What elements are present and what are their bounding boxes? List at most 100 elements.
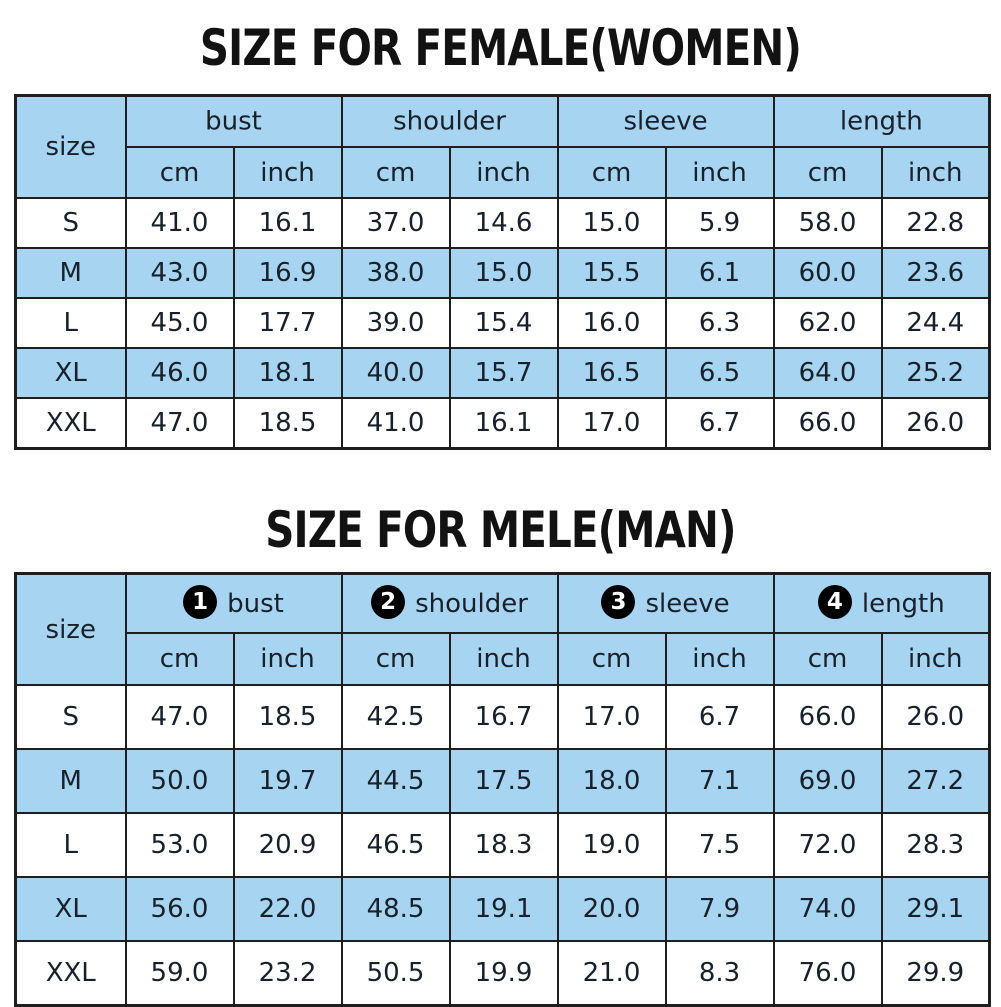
table-row: S 47.0 18.5 42.5 16.7 17.0 6.7 66.0 26.0 [14,684,991,750]
measure-value-cell: 19.1 [448,876,559,942]
table-row: XL 56.0 22.0 48.5 19.1 20.0 7.9 74.0 29.1 [14,876,991,942]
unit-header-inch: inch [880,146,991,199]
measure-value-cell: 6.5 [664,347,775,399]
measure-value-cell: 6.7 [664,684,775,750]
size-cell: XL [14,347,127,399]
table-row: XL 46.0 18.1 40.0 15.7 16.5 6.5 64.0 25.2 [14,347,991,399]
number-badge-icon: 3 [601,584,636,619]
unit-header-inch: inch [232,146,343,199]
number-badge-icon: 2 [371,584,406,619]
measure-value-cell: 64.0 [772,347,883,399]
measure-value-cell: 60.0 [772,247,883,299]
measure-value-cell: 47.0 [124,684,235,750]
measure-value-cell: 19.9 [448,940,559,1007]
column-header-label: shoulder [393,106,506,137]
measure-value-cell: 39.0 [340,297,451,349]
measure-value-cell: 8.3 [664,940,775,1007]
male-size-section: SIZE FOR MELE(MAN) size 1 bust 2 shoulder 3 sl… [0,501,1001,1007]
measure-value-cell: 17.5 [448,748,559,814]
shoulder-column-header: shoulder [340,94,559,148]
measure-value-cell: 15.7 [448,347,559,399]
unit-header-cm: cm [772,632,883,686]
bust-column-header: bust [124,94,343,148]
measure-value-cell: 18.0 [556,748,667,814]
measure-value-cell: 29.1 [880,876,991,942]
measure-value-cell: 14.6 [448,197,559,249]
measure-value-cell: 22.8 [880,197,991,249]
unit-header-cm: cm [556,632,667,686]
measure-value-cell: 7.9 [664,876,775,942]
measure-value-cell: 7.5 [664,812,775,878]
unit-header-inch: inch [448,632,559,686]
measure-value-cell: 6.1 [664,247,775,299]
table-row: S 41.0 16.1 37.0 14.6 15.0 5.9 58.0 22.8 [14,197,991,249]
table-row: L 45.0 17.7 39.0 15.4 16.0 6.3 62.0 24.4 [14,297,991,349]
measure-value-cell: 41.0 [340,397,451,450]
measure-value-cell: 16.1 [232,197,343,249]
size-cell: L [14,812,127,878]
size-cell: XXL [14,397,127,450]
measure-value-cell: 18.3 [448,812,559,878]
column-header-label: sleeve [645,588,730,619]
table-row: M 50.0 19.7 44.5 17.5 18.0 7.1 69.0 27.2 [14,748,991,814]
measure-value-cell: 17.0 [556,684,667,750]
size-cell: M [14,247,127,299]
measure-value-cell: 16.1 [448,397,559,450]
measure-value-cell: 19.7 [232,748,343,814]
measure-value-cell: 15.5 [556,247,667,299]
size-column-header: size [14,572,127,686]
measure-value-cell: 56.0 [124,876,235,942]
bust-column-header: 1 bust [124,572,343,634]
measure-value-cell: 50.5 [340,940,451,1007]
measure-value-cell: 22.0 [232,876,343,942]
measure-value-cell: 46.0 [124,347,235,399]
measure-value-cell: 18.1 [232,347,343,399]
measure-value-cell: 59.0 [124,940,235,1007]
number-badge-icon: 1 [183,584,218,619]
table-row: XXL 59.0 23.2 50.5 19.9 21.0 8.3 76.0 29.9 [14,940,991,1007]
measure-value-cell: 62.0 [772,297,883,349]
unit-header-cm: cm [556,146,667,199]
size-cell: XL [14,876,127,942]
column-header-label: length [839,106,923,137]
measure-value-cell: 16.5 [556,347,667,399]
measure-value-cell: 40.0 [340,347,451,399]
column-header-label: shoulder [415,588,528,619]
measure-value-cell: 66.0 [772,397,883,450]
measure-value-cell: 21.0 [556,940,667,1007]
unit-header-cm: cm [772,146,883,199]
measure-value-cell: 7.1 [664,748,775,814]
female-table-body: S 41.0 16.1 37.0 14.6 15.0 5.9 58.0 22.8 M 43.0 16.… [14,197,991,450]
measure-value-cell: 66.0 [772,684,883,750]
size-cell: XXL [14,940,127,1007]
measure-value-cell: 15.0 [556,197,667,249]
measure-value-cell: 48.5 [340,876,451,942]
male-size-table: size 1 bust 2 shoulder 3 sleeve 4 length cm inch cm… [14,572,992,1007]
measure-value-cell: 28.3 [880,812,991,878]
measure-value-cell: 6.3 [664,297,775,349]
length-column-header: length [772,94,991,148]
measure-value-cell: 38.0 [340,247,451,299]
size-cell: S [14,197,127,249]
male-chart-title-text: SIZE FOR MELE(MAN) [265,501,736,560]
table-row: XXL 47.0 18.5 41.0 16.1 17.0 6.7 66.0 26.0 [14,397,991,450]
measure-value-cell: 50.0 [124,748,235,814]
unit-header-inch: inch [664,632,775,686]
male-table-body: S 47.0 18.5 42.5 16.7 17.0 6.7 66.0 26.0 M 50.0 19.… [14,684,991,1007]
measure-value-cell: 29.9 [880,940,991,1007]
measure-value-cell: 5.9 [664,197,775,249]
unit-header-cm: cm [340,146,451,199]
measure-value-cell: 23.6 [880,247,991,299]
measure-value-cell: 6.7 [664,397,775,450]
measure-value-cell: 72.0 [772,812,883,878]
measure-value-cell: 26.0 [880,397,991,450]
measure-value-cell: 18.5 [232,684,343,750]
size-cell: M [14,748,127,814]
measure-value-cell: 44.5 [340,748,451,814]
measure-value-cell: 18.5 [232,397,343,450]
unit-header-inch: inch [232,632,343,686]
measure-value-cell: 37.0 [340,197,451,249]
measure-value-cell: 47.0 [124,397,235,450]
size-cell: L [14,297,127,349]
